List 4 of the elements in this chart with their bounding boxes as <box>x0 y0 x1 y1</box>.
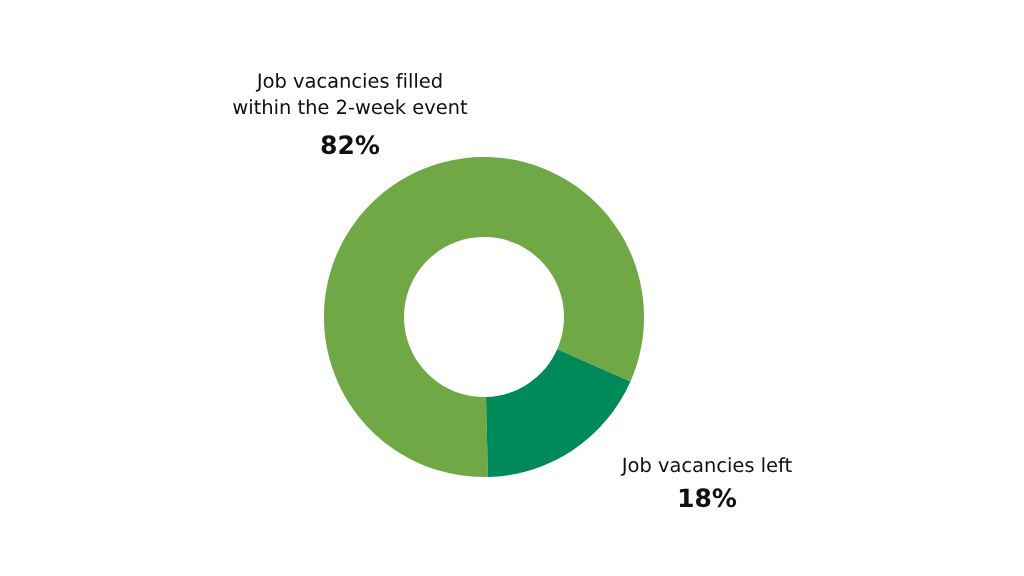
slice-label: Job vacancies filled within the 2-week event <box>233 72 468 115</box>
data-label: 82% <box>321 135 380 155</box>
data-label: 18% <box>679 488 737 508</box>
slice-label: Job vacancies left <box>620 457 792 476</box>
